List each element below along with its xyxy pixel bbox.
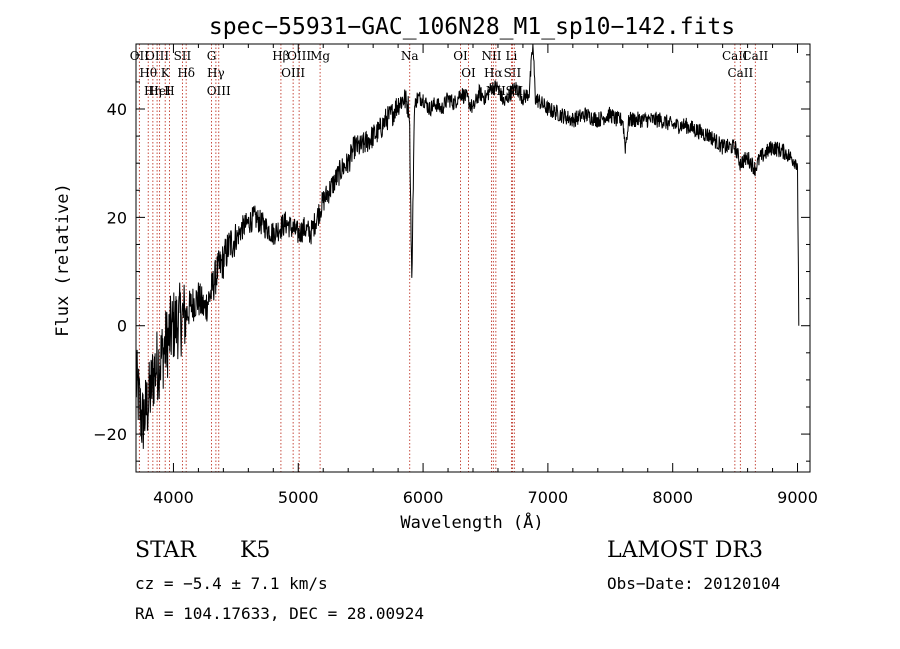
line-markers: OIIHθHηOIIIHeIKHSIIHδGHγOIIIHβOIIIOIIIMg… [130, 44, 768, 472]
x-tick-label: 8000 [652, 488, 693, 507]
line-marker-label: OIII [207, 84, 231, 98]
plot-frame [135, 43, 811, 473]
object-class: STAR [135, 538, 196, 563]
line-marker-label: CaII [722, 49, 748, 63]
series-layer [135, 43, 800, 449]
y-tick-label: 0 [117, 317, 127, 336]
line-marker-label: SII [174, 49, 192, 63]
line-marker-label: Hα [484, 66, 503, 80]
line-marker-label: Na [401, 49, 419, 63]
y-axis: −20 0 20 40 [93, 54, 810, 462]
line-marker-label: CaII [727, 66, 753, 80]
x-axis: 4000 5000 6000 7000 8000 9000 [153, 44, 818, 507]
obs-date: Obs−Date: 20120104 [607, 574, 781, 593]
survey-name: LAMOST DR3 [607, 538, 763, 563]
line-marker-label: OI [453, 49, 468, 63]
x-tick-label: 5000 [278, 488, 319, 507]
y-tick-label: −20 [93, 425, 127, 444]
x-tick-label: 9000 [777, 488, 818, 507]
line-marker-label: H [164, 84, 174, 98]
line-marker-label: Hθ [139, 66, 157, 80]
line-marker-label: OIII [145, 49, 169, 63]
line-marker-label: Mg [310, 49, 330, 63]
line-marker-label: OII [130, 49, 150, 63]
y-axis-label: Flux (relative) [53, 183, 73, 337]
line-marker-label: Hβ [272, 49, 289, 63]
line-marker-label: CaII [742, 49, 768, 63]
ra-dec: RA = 104.17633, DEC = 28.00924 [135, 604, 424, 623]
y-tick-label: 40 [107, 100, 127, 119]
line-marker-label: Li [506, 49, 518, 63]
line-marker-label: NII [481, 49, 501, 63]
line-marker-label: OIII [281, 66, 305, 80]
x-axis-label: Wavelength (Å) [400, 511, 543, 533]
x-tick-label: 7000 [528, 488, 569, 507]
x-tick-label: 6000 [403, 488, 444, 507]
object-subclass: K5 [240, 538, 271, 563]
redshift-cz: cz = −5.4 ± 7.1 km/s [135, 574, 328, 593]
line-marker-label: OIII [287, 49, 311, 63]
line-marker-label: OI [461, 66, 476, 80]
chart-title: spec−55931−GAC_106N28_M1_sp10−142.fits [209, 14, 735, 40]
x-tick-label: 4000 [153, 488, 194, 507]
line-marker-label: Hγ [207, 66, 225, 80]
line-marker-label: Hδ [177, 66, 195, 80]
line-marker-label: K [161, 66, 171, 80]
y-tick-label: 20 [107, 208, 127, 227]
line-marker-label: G [207, 49, 217, 63]
line-marker-label: SII [504, 66, 522, 80]
spectrum-line [135, 43, 800, 449]
